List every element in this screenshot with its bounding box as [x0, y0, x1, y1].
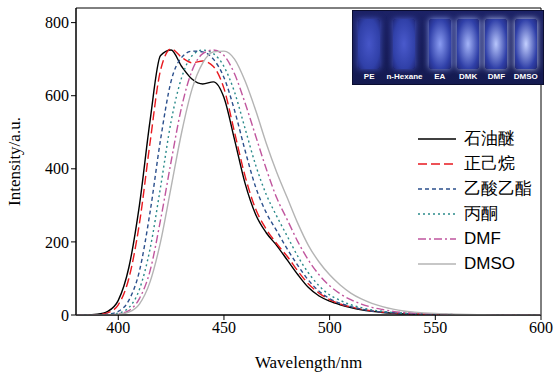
- svg-text:450: 450: [212, 319, 236, 336]
- html-text:PE: PE: [363, 72, 375, 81]
- html-text:乙酸乙酯: 乙酸乙酯: [464, 179, 532, 198]
- html-text:EA: EA: [434, 72, 446, 81]
- svg-text:Intensity/a.u.: Intensity/a.u.: [5, 117, 24, 206]
- svg-text:600: 600: [529, 319, 553, 336]
- svg-text:400: 400: [106, 319, 130, 336]
- svg-text:200: 200: [45, 234, 69, 251]
- html-text:正己烷: 正己烷: [464, 154, 515, 173]
- svg-text:550: 550: [423, 319, 447, 336]
- html-text:DMK: DMK: [459, 72, 478, 81]
- html-text:石油醚: 石油醚: [464, 129, 515, 148]
- html-text:DMF: DMF: [464, 228, 501, 248]
- svg-text:Wavelength/nm: Wavelength/nm: [255, 353, 362, 372]
- html-text:丙酮: 丙酮: [464, 204, 498, 223]
- svg-text:400: 400: [45, 160, 69, 177]
- svg-text:800: 800: [45, 14, 69, 31]
- svg-text:600: 600: [45, 87, 69, 104]
- html-text:DMSO: DMSO: [464, 253, 515, 273]
- svg-text:500: 500: [318, 319, 342, 336]
- html-text:n-Hexane: n-Hexane: [386, 72, 423, 81]
- html-text:DMF: DMF: [487, 72, 506, 81]
- svg-text:0: 0: [61, 307, 69, 324]
- html-text:DMSO: DMSO: [513, 72, 538, 81]
